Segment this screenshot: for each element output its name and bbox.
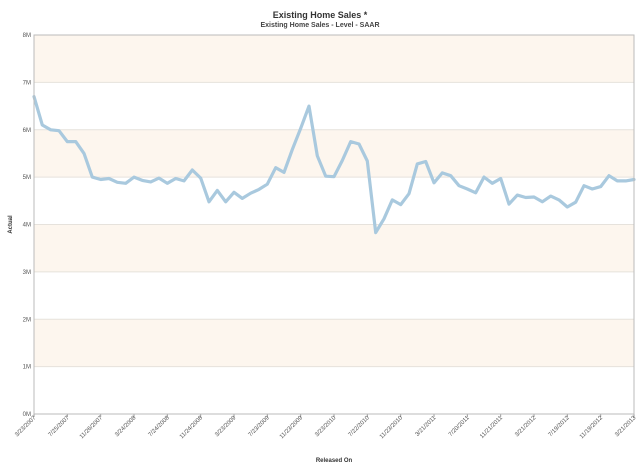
plot-band: [34, 82, 634, 130]
x-tick-label: 11/26/2007: [79, 415, 105, 441]
y-tick-label: 4M: [23, 223, 31, 229]
y-tick-label: 5M: [23, 175, 31, 181]
x-tick-label: 7/25/2007: [48, 415, 72, 439]
chart-subtitle: Existing Home Sales - Level - SAAR: [260, 22, 380, 29]
x-tick-label: 11/23/2010: [379, 415, 405, 441]
x-tick-label: 3/24/2008: [114, 415, 138, 439]
y-tick-label: 2M: [23, 317, 31, 323]
y-tick-label: 7M: [23, 80, 31, 86]
x-tick-label: 3/21/2011: [415, 415, 438, 438]
plot-band: [34, 129, 634, 178]
y-tick-label: 1M: [23, 365, 31, 371]
plot-band: [34, 271, 634, 320]
x-tick-label: 11/24/2008: [179, 415, 205, 441]
x-tick-label: 7/20/2011: [448, 415, 471, 438]
x-tick-label: 11/23/2009: [279, 415, 305, 441]
x-tick-label: 3/21/2012: [514, 415, 538, 439]
x-tick-label: 7/24/2008: [148, 415, 172, 439]
x-tick-label: 11/21/2011: [479, 415, 504, 440]
x-tick-label: 3/23/2009: [214, 415, 238, 439]
x-tick-label: 7/19/2012: [548, 415, 572, 439]
chart-title: Existing Home Sales *: [272, 10, 368, 20]
series-line: [32, 94, 636, 235]
x-tick-label: 3/23/2007: [14, 415, 38, 439]
plot-band: [34, 319, 634, 367]
x-tick-label: 3/23/2010: [314, 415, 338, 439]
y-tick-label: 0M: [23, 412, 31, 418]
plot-band: [34, 224, 634, 272]
y-tick-label: 8M: [23, 33, 31, 39]
plot-band: [34, 177, 634, 225]
plot-band: [34, 35, 634, 83]
x-tick-label: 7/22/2010: [348, 415, 372, 439]
y-axis-label: Actual: [8, 215, 14, 234]
plot-band: [34, 366, 634, 414]
x-axis-label: Released On: [316, 458, 353, 464]
plot-frame: [33, 34, 635, 415]
y-tick-label: 6M: [23, 128, 31, 134]
y-tick-label: 3M: [23, 270, 31, 276]
x-tick-label: 11/19/2012: [579, 415, 605, 441]
x-tick-label: 3/21/2013: [614, 415, 638, 439]
x-tick-label: 7/23/2009: [248, 415, 272, 439]
